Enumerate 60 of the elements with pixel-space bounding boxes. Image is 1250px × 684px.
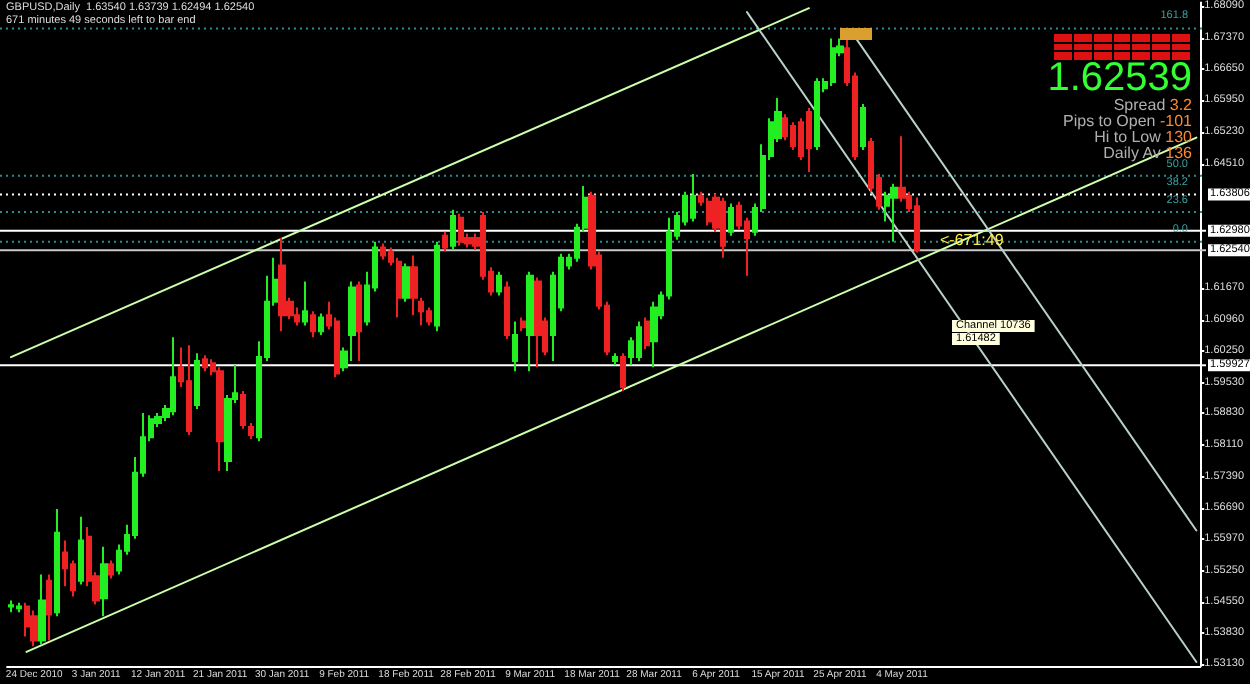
candlestick — [194, 352, 200, 411]
candlestick — [814, 77, 820, 151]
candlestick — [24, 601, 30, 638]
candlestick — [782, 113, 788, 142]
candlestick — [806, 107, 812, 173]
candlestick — [348, 280, 356, 363]
candlestick — [690, 173, 696, 223]
candlestick — [410, 254, 418, 317]
candlestick — [830, 37, 836, 88]
candlestick — [108, 559, 114, 580]
candlestick — [38, 573, 46, 646]
candlestick — [78, 515, 84, 586]
candlestick — [294, 306, 300, 327]
candlestick — [442, 230, 448, 253]
candlestick — [216, 366, 224, 473]
candlestick — [720, 196, 726, 259]
candlestick — [402, 262, 410, 303]
candlestick — [278, 236, 286, 333]
candlestick — [46, 573, 52, 642]
annotation: 1.62539 — [1047, 56, 1192, 100]
annotation: Spread 3.2 — [1113, 96, 1192, 114]
candlestick — [636, 320, 642, 363]
candlestick — [8, 599, 14, 614]
candlestick — [310, 310, 316, 339]
candlestick — [356, 280, 362, 363]
candlestick — [186, 344, 192, 436]
candlestick — [534, 276, 542, 369]
candlestick — [496, 270, 502, 297]
candlestick — [706, 196, 712, 227]
candlestick — [318, 312, 324, 337]
candlestick — [860, 103, 866, 151]
candlestick — [62, 539, 68, 588]
candlestick — [890, 182, 898, 243]
candlestick — [914, 196, 920, 254]
candlestick — [512, 320, 518, 373]
candlestick — [30, 609, 38, 648]
candlestick — [434, 240, 440, 333]
candlestick — [170, 336, 176, 417]
annotation: Hi to Low 130 — [1094, 128, 1192, 146]
candlestick — [380, 242, 386, 261]
candlestick — [450, 208, 456, 251]
candlestick — [458, 212, 464, 247]
candlestick — [650, 300, 658, 369]
candlestick — [240, 390, 246, 430]
candlestick — [100, 545, 108, 618]
candlestick — [620, 352, 626, 392]
candlestick — [396, 256, 402, 319]
candlestick — [612, 352, 618, 367]
candlestick — [504, 280, 510, 341]
candlestick — [728, 202, 734, 237]
candlestick — [644, 316, 650, 351]
candlestick — [520, 316, 526, 333]
candlestick — [54, 507, 60, 618]
candlestick — [202, 354, 208, 373]
candlestick — [302, 280, 308, 327]
annotation: Pips to Open -101 — [1063, 112, 1192, 130]
candlestick — [526, 270, 534, 373]
candlestick — [16, 601, 22, 614]
candlestick — [248, 422, 254, 440]
candlestick — [426, 306, 432, 327]
